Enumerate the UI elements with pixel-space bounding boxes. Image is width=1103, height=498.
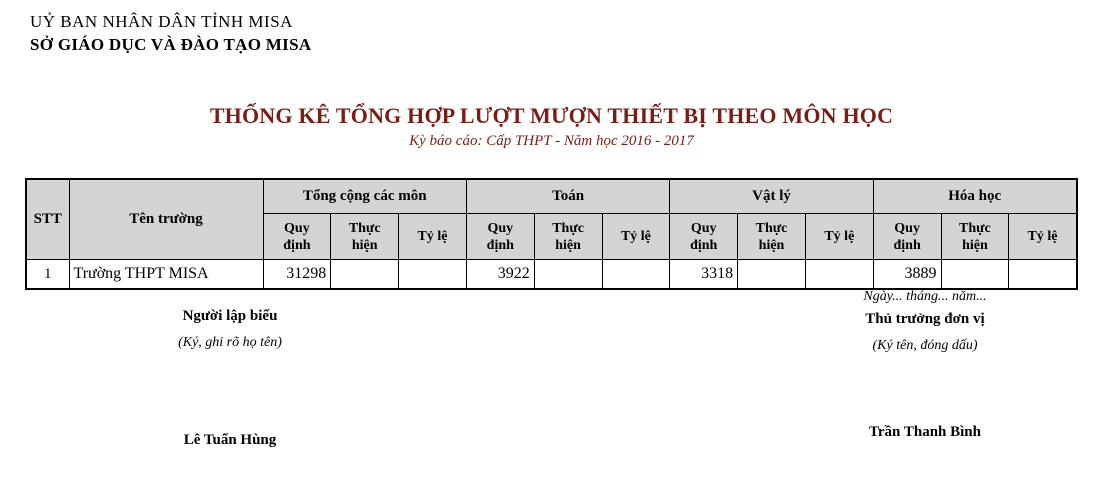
subheader-total-ratio: Tỷ lệ	[398, 213, 467, 260]
value-chemistry-ratio	[1008, 259, 1078, 290]
value-math-quota: 3922	[465, 259, 535, 290]
table-group-header-row: STT Tên trường Tổng cộng các môn Toán Vậ…	[25, 178, 1078, 260]
report-subtitle: Kỳ báo cáo: Cấp THPT - Năm học 2016 - 20…	[409, 133, 694, 149]
report-title: THỐNG KÊ TỔNG HỢP LƯỢT MƯỢN THIẾT BỊ THE…	[209, 103, 894, 128]
group-header-total: Tổng cộng các môn	[262, 178, 467, 214]
value-total-actual	[330, 259, 400, 290]
title-block: THỐNG KÊ TỔNG HỢP LƯỢT MƯỢN THIẾT BỊ THE…	[0, 103, 1103, 150]
group-header-physics: Vật lý	[669, 178, 874, 214]
table-row: 1 Trường THPT MISA 31298 3922 3318 3889	[25, 259, 1078, 290]
subheader-math-quota: Quy định	[465, 213, 535, 260]
value-physics-ratio	[804, 259, 874, 290]
value-chemistry-actual	[940, 259, 1010, 290]
subheader-chemistry-ratio: Tỷ lệ	[1008, 213, 1078, 260]
director-role-label: Thủ trưởng đơn vị	[865, 311, 985, 327]
signature-block-preparer: Người lập biểu (Ký, ghi rõ họ tên) Lê Tu…	[75, 308, 385, 449]
preparer-name: Lê Tuấn Hùng	[183, 432, 277, 448]
table-sub-header-row: Quy định Thực hiện Tỷ lệ Quy định Thực h…	[26, 213, 1078, 260]
subheader-total-quota: Quy định	[262, 213, 332, 260]
subheader-chemistry-quota: Quy định	[872, 213, 942, 260]
date-placeholder-line: Ngày... tháng... năm...	[863, 289, 987, 304]
subheader-physics-actual: Thực hiện	[737, 213, 806, 260]
school-name: Trường THPT MISA	[68, 259, 264, 290]
org-name-department: SỞ GIÁO DỤC VÀ ĐÀO TẠO MISA	[30, 35, 312, 54]
preparer-role-label: Người lập biểu	[182, 308, 278, 324]
value-physics-actual	[737, 259, 806, 290]
row-index: 1	[25, 259, 70, 290]
group-header-chemistry: Hóa học	[872, 178, 1078, 214]
value-total-quota: 31298	[262, 259, 332, 290]
org-header: UỶ BAN NHÂN DÂN TỈNH MISA SỞ GIÁO DỤC VÀ…	[30, 10, 311, 56]
column-header-school: Tên trường	[68, 178, 264, 260]
director-sign-note: (Ký tên, đóng dấu)	[872, 338, 978, 353]
value-math-ratio	[601, 259, 671, 290]
signature-block-director: Ngày... tháng... năm... Thủ trưởng đơn v…	[770, 289, 1080, 441]
statistics-table: STT Tên trường Tổng cộng các môn Toán Vậ…	[25, 178, 1078, 290]
subheader-physics-ratio: Tỷ lệ	[804, 213, 874, 260]
subheader-total-actual: Thực hiện	[330, 213, 400, 260]
preparer-sign-note: (Ký, ghi rõ họ tên)	[178, 335, 282, 350]
subheader-chemistry-actual: Thực hiện	[940, 213, 1010, 260]
value-chemistry-quota: 3889	[872, 259, 942, 290]
column-header-stt: STT	[25, 178, 70, 260]
value-physics-quota: 3318	[669, 259, 739, 290]
director-name: Trần Thanh Bình	[868, 424, 981, 440]
subheader-physics-quota: Quy định	[669, 213, 739, 260]
subheader-math-ratio: Tỷ lệ	[601, 213, 671, 260]
subheader-math-actual: Thực hiện	[533, 213, 603, 260]
group-header-math: Toán	[465, 178, 671, 214]
value-total-ratio	[398, 259, 467, 290]
org-name-parent: UỶ BAN NHÂN DÂN TỈNH MISA	[30, 12, 293, 31]
value-math-actual	[533, 259, 603, 290]
